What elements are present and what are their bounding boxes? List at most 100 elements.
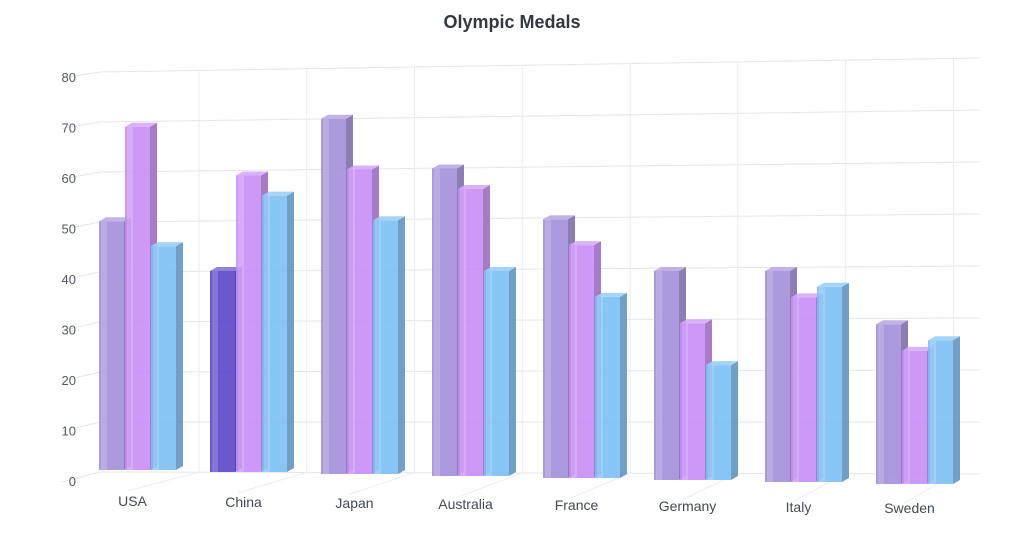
bar-side	[620, 292, 627, 478]
gridline-floor	[349, 472, 415, 495]
bar-top	[876, 320, 908, 325]
bar	[817, 282, 849, 482]
bar	[595, 292, 627, 478]
bar-top	[765, 267, 797, 271]
bars	[99, 114, 960, 484]
y-tick-label: 70	[62, 121, 76, 136]
gridline-y	[99, 109, 981, 123]
bar-top	[347, 165, 379, 170]
gridline-side	[61, 271, 101, 281]
bar	[151, 242, 183, 470]
bar-top	[373, 216, 405, 221]
bar-highlight	[375, 220, 381, 474]
gridline-floor	[238, 471, 307, 494]
bar-top	[791, 293, 823, 298]
bar-highlight	[323, 118, 329, 474]
bar-highlight	[656, 271, 662, 480]
bar	[706, 361, 738, 480]
bar-highlight	[153, 246, 159, 470]
bar-highlight	[264, 195, 270, 472]
x-tick-label: Australia	[438, 496, 493, 512]
bar-highlight	[434, 168, 440, 476]
y-tick-label: 40	[62, 272, 76, 287]
bar-top	[595, 292, 627, 297]
bar	[654, 267, 686, 480]
x-tick-label: Italy	[786, 499, 812, 515]
y-tick-label: 60	[62, 171, 76, 186]
bar-side	[176, 242, 183, 470]
bar-top	[125, 122, 157, 127]
bar-highlight	[878, 324, 884, 484]
y-tick-label: 20	[62, 373, 76, 388]
bar-top	[817, 282, 849, 287]
bar-top	[210, 267, 242, 271]
bar-top	[458, 185, 490, 189]
y-tick-label: 10	[62, 424, 76, 439]
bar	[928, 336, 960, 484]
axis-labels: 0 10 20 30 40 50 60 70 80 USA China Japan Australia F…	[62, 70, 935, 516]
bar-side	[842, 282, 849, 482]
bar-highlight	[904, 350, 910, 484]
bar-top	[262, 191, 294, 196]
bar-top	[928, 336, 960, 341]
bar-highlight	[571, 245, 577, 478]
gridline-side	[61, 171, 101, 180]
chart-title: Olympic Medals	[443, 12, 580, 32]
x-tick-label: Sweden	[884, 500, 935, 516]
bar-highlight	[238, 175, 244, 472]
gridline-side	[61, 321, 101, 331]
y-tick-label: 0	[69, 474, 76, 489]
gridline-floor	[127, 471, 200, 492]
bar-highlight	[708, 365, 714, 480]
bar-top	[680, 319, 712, 324]
bar-top	[321, 114, 353, 119]
bar-highlight	[460, 189, 466, 476]
x-tick-label: France	[555, 497, 599, 513]
bar-side	[287, 191, 294, 472]
bar-side	[953, 336, 960, 484]
x-tick-label: USA	[118, 493, 147, 509]
gridline-y	[99, 57, 981, 73]
gridline-side	[61, 371, 101, 382]
bar-highlight	[930, 340, 936, 484]
bar-top	[543, 215, 575, 220]
x-tick-label: Japan	[335, 495, 373, 511]
y-tick-label: 80	[62, 70, 76, 85]
bar-highlight	[793, 297, 799, 482]
bar-highlight	[819, 286, 825, 482]
bar-top	[99, 217, 131, 222]
bar-highlight	[597, 296, 603, 478]
gridline-y	[99, 161, 981, 173]
gridline-y	[99, 213, 981, 223]
bar-highlight	[349, 169, 355, 474]
gridline-floor	[460, 472, 523, 497]
bar-top	[706, 361, 738, 366]
gridline-side	[61, 421, 101, 432]
bar-highlight	[101, 221, 107, 470]
gridline-side	[61, 471, 101, 483]
gridline-side	[61, 221, 101, 230]
y-tick-label: 50	[62, 222, 76, 237]
bar-top	[432, 164, 464, 169]
bar-side	[509, 267, 516, 476]
bar	[262, 191, 294, 472]
bar-highlight	[682, 323, 688, 480]
bar-highlight	[486, 271, 492, 476]
gridline-side	[61, 121, 101, 129]
bar-top	[484, 267, 516, 271]
gridline-side	[61, 71, 101, 79]
bar-side	[731, 361, 738, 480]
bar-top	[236, 171, 268, 176]
bar-top	[902, 346, 934, 351]
bar-side	[398, 216, 405, 475]
bar-highlight	[545, 219, 551, 478]
bar	[484, 267, 516, 476]
bar	[373, 216, 405, 475]
bar-highlight	[212, 271, 218, 472]
bar-highlight	[767, 271, 773, 482]
y-tick-label: 30	[62, 323, 76, 338]
bar-top	[654, 267, 686, 271]
x-tick-label: China	[225, 494, 262, 510]
